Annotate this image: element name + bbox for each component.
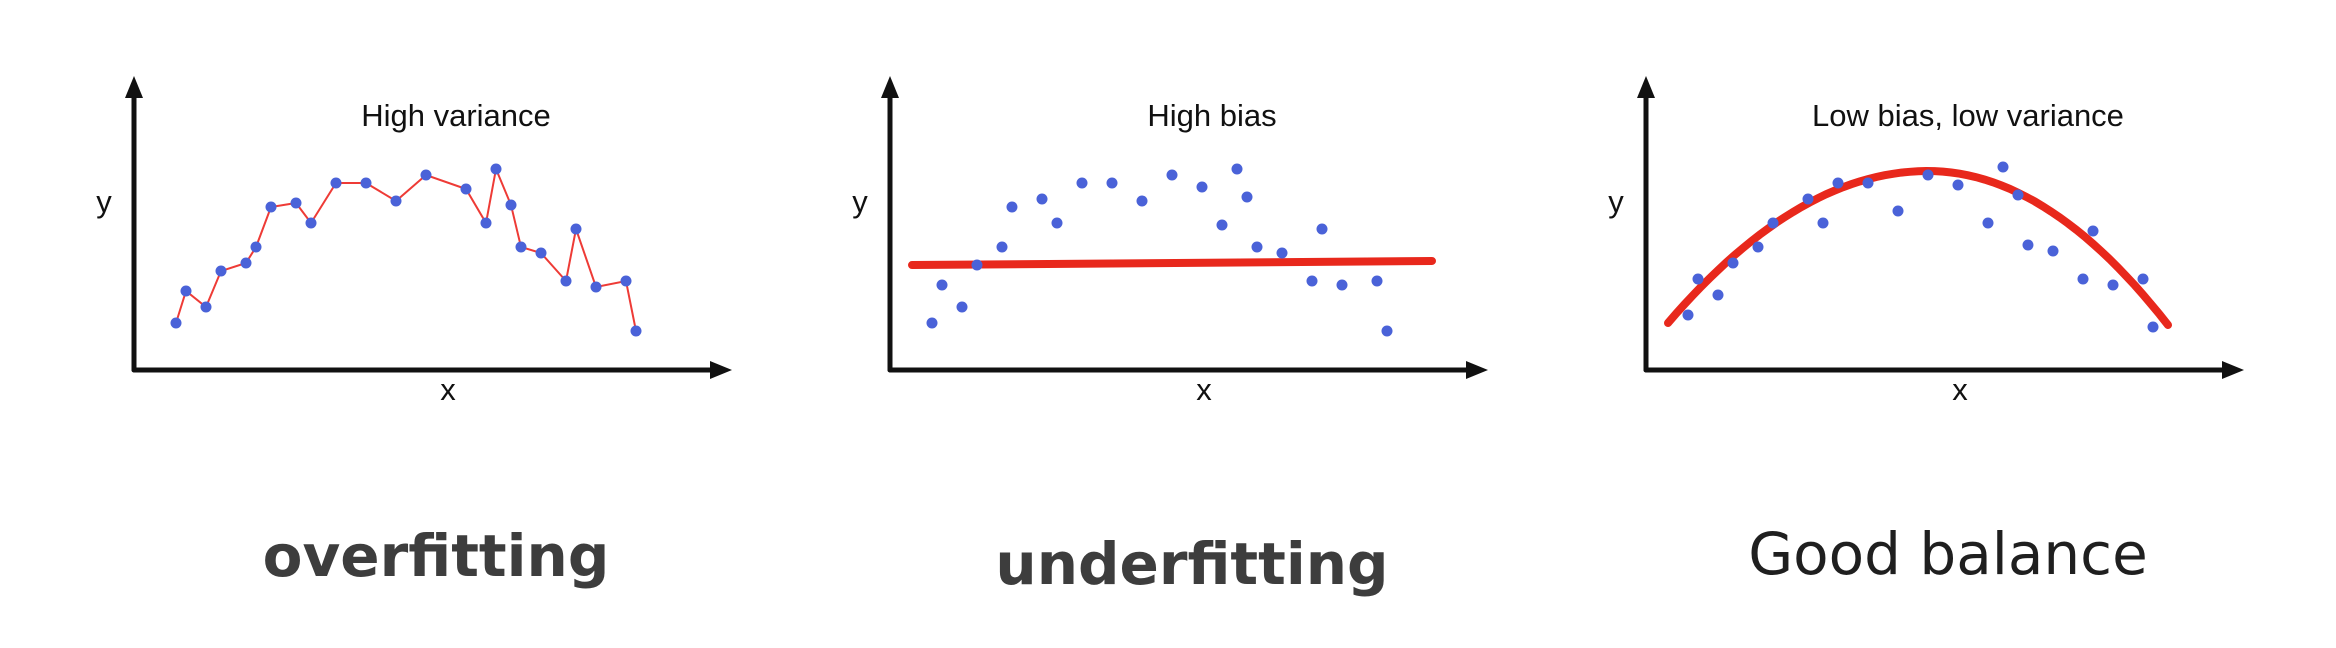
data-point: [630, 325, 642, 337]
x-axis-label: x: [1196, 372, 1212, 407]
y-axis-arrow-icon: [1637, 76, 1655, 98]
underfitting-caption: underfitting: [995, 530, 1389, 598]
x-axis-label: x: [440, 372, 456, 407]
data-point: [1922, 169, 1934, 181]
data-point: [590, 281, 602, 293]
y-axis-arrow-icon: [125, 76, 143, 98]
data-point: [480, 217, 492, 229]
data-point: [1381, 325, 1393, 337]
data-point: [250, 241, 262, 253]
data-point: [2137, 273, 2149, 285]
data-point: [420, 169, 432, 181]
data-point: [1076, 177, 1088, 189]
data-point: [1051, 217, 1063, 229]
fit-line: [175, 165, 637, 332]
data-point: [2022, 239, 2034, 251]
data-point: [2107, 279, 2119, 291]
data-point: [1817, 217, 1829, 229]
data-point: [1036, 193, 1048, 205]
data-point: [996, 241, 1008, 253]
good-balance-panel: Low bias, low variance x y Good balance: [1588, 0, 2308, 648]
data-point: [1106, 177, 1118, 189]
x-axis-arrow-icon: [710, 361, 732, 379]
data-point: [1952, 179, 1964, 191]
data-point: [1336, 279, 1348, 291]
data-point: [1196, 181, 1208, 193]
data-point: [490, 163, 502, 175]
data-point: [2047, 245, 2059, 257]
data-point: [1231, 163, 1243, 175]
data-point: [1006, 201, 1018, 213]
data-point: [1767, 217, 1779, 229]
data-point: [1712, 289, 1724, 301]
data-point: [956, 301, 968, 313]
data-point: [265, 201, 277, 213]
chart-title: Low bias, low variance: [1812, 98, 2124, 133]
data-point: [1997, 161, 2009, 173]
data-point: [1306, 275, 1318, 287]
data-point: [1166, 169, 1178, 181]
data-point: [1216, 219, 1228, 231]
x-axis-arrow-icon: [1466, 361, 1488, 379]
data-point: [1251, 241, 1263, 253]
y-axis-arrow-icon: [881, 76, 899, 98]
data-point: [620, 275, 632, 287]
data-point: [290, 197, 302, 209]
good-balance-caption: Good balance: [1748, 520, 2148, 588]
data-point: [535, 247, 547, 259]
data-point: [1802, 193, 1814, 205]
underfitting-chart: High bias x y: [852, 76, 1488, 407]
data-point: [305, 217, 317, 229]
data-point: [2147, 321, 2159, 333]
chart-title: High variance: [361, 98, 551, 133]
fit-curve: [1664, 166, 2172, 329]
data-point: [240, 257, 252, 269]
data-point: [180, 285, 192, 297]
overfitting-chart: High variance x y: [96, 76, 732, 407]
fit-line: [908, 257, 1436, 269]
data-point: [460, 183, 472, 195]
underfitting-panel: High bias x y underfitting: [832, 0, 1552, 648]
y-axis-label: y: [852, 184, 868, 219]
x-axis-arrow-icon: [2222, 361, 2244, 379]
data-point: [570, 223, 582, 235]
data-point: [330, 177, 342, 189]
data-point: [2077, 273, 2089, 285]
good-balance-chart: Low bias, low variance x y: [1608, 76, 2244, 407]
data-point: [505, 199, 517, 211]
data-point: [971, 259, 983, 271]
data-point: [2012, 189, 2024, 201]
x-axis-label: x: [1952, 372, 1968, 407]
data-point: [390, 195, 402, 207]
data-point: [1982, 217, 1994, 229]
data-point: [1682, 309, 1694, 321]
data-point: [936, 279, 948, 291]
data-point: [1752, 241, 1764, 253]
data-point: [215, 265, 227, 277]
data-point: [515, 241, 527, 253]
overfitting-caption: overfitting: [262, 522, 610, 590]
data-point: [1241, 191, 1253, 203]
data-point: [1276, 247, 1288, 259]
data-point: [560, 275, 572, 287]
data-point: [1727, 257, 1739, 269]
data-point: [360, 177, 372, 189]
data-point: [1371, 275, 1383, 287]
chart-title: High bias: [1147, 98, 1276, 133]
data-point: [1832, 177, 1844, 189]
data-point: [1316, 223, 1328, 235]
y-axis-label: y: [96, 184, 112, 219]
data-point: [926, 317, 938, 329]
data-point: [1862, 177, 1874, 189]
data-point: [1136, 195, 1148, 207]
data-point: [2087, 225, 2099, 237]
data-point: [170, 317, 182, 329]
y-axis-label: y: [1608, 184, 1624, 219]
data-point: [200, 301, 212, 313]
data-point: [1692, 273, 1704, 285]
data-point: [1892, 205, 1904, 217]
overfitting-panel: High variance x y overfitting: [76, 0, 796, 648]
